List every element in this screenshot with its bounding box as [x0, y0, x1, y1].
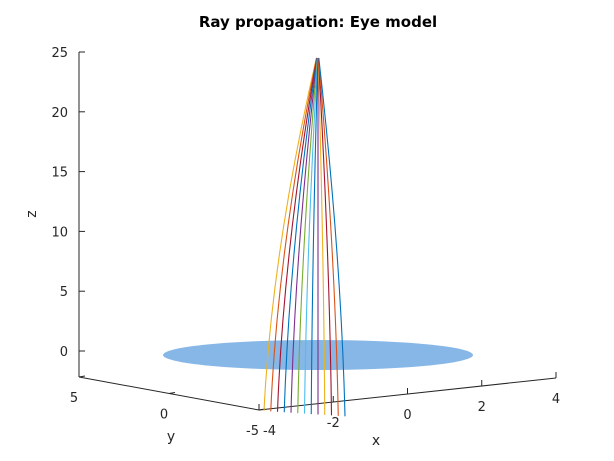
ray-line	[263, 57, 317, 411]
x-tick-label: 4	[552, 392, 560, 407]
y-tick-mark	[78, 375, 86, 378]
z-tick-label: 10	[51, 225, 68, 240]
rays	[263, 57, 346, 417]
ray-line	[318, 57, 346, 417]
x-tick-label: -2	[327, 416, 340, 431]
ray-line	[310, 57, 319, 415]
z-tick-label: 20	[51, 106, 68, 121]
ray-line	[317, 57, 326, 415]
z-tick-label: 25	[51, 46, 68, 61]
ray-line	[290, 57, 318, 413]
y-tick-label: -5	[246, 424, 259, 439]
z-tick-label: 0	[60, 345, 68, 360]
x-tick-label: 2	[478, 400, 486, 415]
x-axis-label: x	[372, 433, 380, 449]
ray-line	[276, 57, 318, 412]
y-axis-label: y	[167, 429, 175, 445]
x-tick-label: -4	[263, 424, 276, 439]
z-tick-label: 5	[60, 285, 68, 300]
ray-line	[297, 57, 318, 414]
ray-line	[283, 57, 318, 413]
x-tick-label: 0	[403, 408, 411, 423]
y-tick-mark	[168, 392, 176, 394]
ray-line	[303, 57, 319, 414]
z-tick-label: 15	[51, 166, 68, 181]
x-ticks: -4 -2 0 2 4	[258, 372, 560, 439]
ray-line	[318, 57, 339, 416]
z-axis-label: z	[24, 210, 40, 217]
y-tick-label: 0	[160, 408, 168, 423]
y-tick-label: 5	[70, 391, 78, 406]
ray-line	[270, 57, 318, 412]
z-ticks: 0 5 10 15 20 25	[51, 46, 85, 360]
ray-line	[317, 57, 333, 416]
chart-title: Ray propagation: Eye model	[199, 13, 437, 31]
